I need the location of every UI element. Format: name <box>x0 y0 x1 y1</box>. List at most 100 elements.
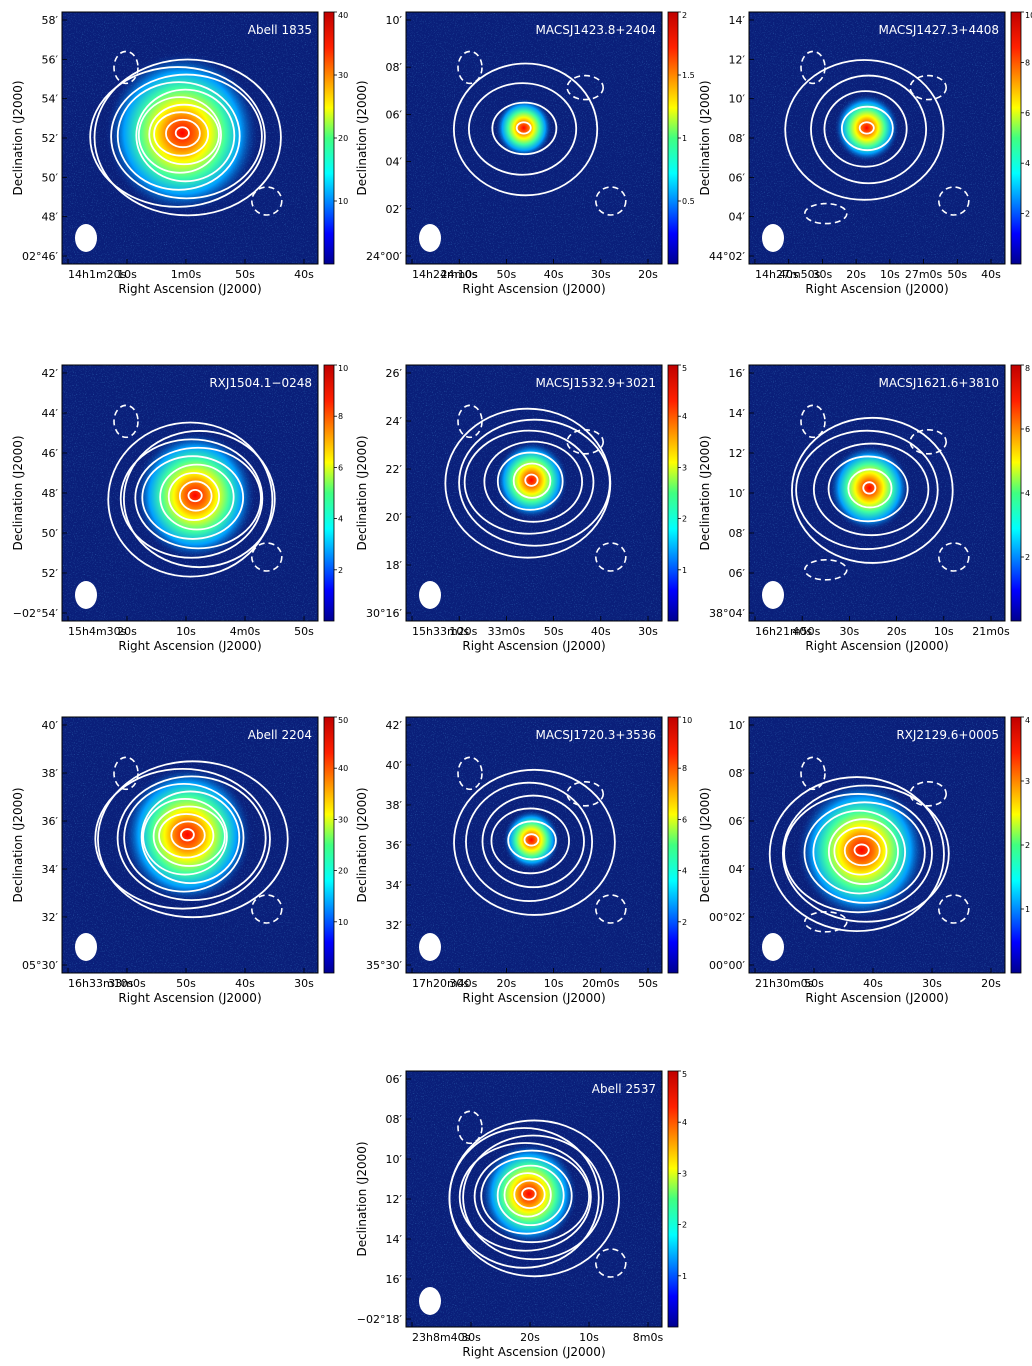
sz-contour <box>158 813 215 859</box>
colorbar-tick-label: 8 <box>1025 364 1030 373</box>
y-tick-label: 08′ <box>386 61 403 74</box>
y-tick-label: 02′ <box>386 203 403 216</box>
sz-contour <box>795 429 939 550</box>
y-tick-label: 16′ <box>729 367 746 380</box>
x-axis-label: Right Ascension (J2000) <box>118 282 261 296</box>
negative-contour <box>800 404 826 439</box>
x-tick-label: 50s <box>176 977 196 990</box>
sz-contour <box>110 73 263 200</box>
beam-ellipse <box>762 224 784 252</box>
negative-contour <box>113 404 139 439</box>
panel-5: MACSJ1532.9+3021 1 2 3 4 5 26′ 24′ 22′ 20′ 18′ 30°1… <box>355 364 687 653</box>
y-tick-label: 14′ <box>729 407 746 420</box>
x-tick-label: 1m0s <box>171 268 202 281</box>
y-tick-label: 26′ <box>386 367 403 380</box>
sz-contour <box>170 820 206 850</box>
y-tick-label: −02°18′ <box>357 1313 403 1326</box>
negative-contour <box>457 50 483 85</box>
x-tick-label: 50s <box>497 268 517 281</box>
negative-contour <box>803 558 848 581</box>
x-tick-label: 40s <box>981 268 1001 281</box>
sz-contour <box>134 446 262 550</box>
colorbar-tick-label: 4 <box>682 412 687 421</box>
x-tick-label: 20s <box>497 977 517 990</box>
cluster-emission <box>479 1141 579 1247</box>
colorbar-tick-label: 1 <box>682 134 687 143</box>
y-tick-label: 12′ <box>729 53 746 66</box>
x-tick-label: 17h20m40s <box>412 977 478 990</box>
colorbar-tick-label: 2 <box>1025 553 1030 562</box>
y-axis-label: Declination (J2000) <box>11 787 25 902</box>
colorbar-tick-label: 40 <box>338 11 348 20</box>
y-tick-label: 08′ <box>729 527 746 540</box>
sz-contour <box>174 126 190 140</box>
y-tick-label: 24′ <box>386 415 403 428</box>
colorbar-tick-label: 2 <box>1025 841 1030 850</box>
beam-ellipse <box>419 1287 441 1315</box>
sz-contour <box>152 805 226 867</box>
panel-frame <box>61 716 319 974</box>
sz-contour <box>116 775 267 902</box>
colorbar-tick-label: 2 <box>682 918 687 927</box>
cluster-name: MACSJ1427.3+4408 <box>879 23 999 37</box>
x-tick-label: 23h8m40s <box>412 1331 471 1344</box>
colorbar <box>323 364 335 622</box>
cluster-name: RXJ1504.1−0248 <box>209 376 312 390</box>
panel-3: MACSJ1427.3+4408 2 4 6 8 10 14′ 12′ 10′ 08′ 06′ 04′… <box>698 11 1032 296</box>
sz-contour <box>781 784 950 923</box>
colorbar-tick-label: 40 <box>338 764 348 773</box>
y-tick-label: 52′ <box>42 567 59 580</box>
y-tick-label: 30°16′ <box>366 607 402 620</box>
negative-contour <box>113 50 139 85</box>
panel-2: MACSJ1423.8+2404 0.5 1 1.5 2 10′ 08′ 06′ 04′ 02′ 2… <box>355 11 695 296</box>
sz-contour <box>467 82 578 176</box>
x-tick-label: 10s <box>544 977 564 990</box>
negative-contour <box>803 202 848 225</box>
x-tick-label: 30s <box>638 625 658 638</box>
x-tick-label: 20s <box>981 977 1001 990</box>
y-tick-label: 00°02′ <box>709 911 745 924</box>
y-axis-label: Declination (J2000) <box>698 435 712 550</box>
sz-contour <box>187 488 203 503</box>
x-tick-label: 30s <box>449 977 469 990</box>
y-tick-label: 06′ <box>729 815 746 828</box>
sz-contour <box>810 74 928 185</box>
negative-contour <box>457 1110 483 1145</box>
negative-contour <box>457 404 483 439</box>
sz-contour <box>496 1164 565 1227</box>
sz-contour <box>94 767 271 910</box>
negative-contour <box>803 910 848 933</box>
y-tick-label: 24°00′ <box>366 250 402 263</box>
sz-contour <box>119 438 264 559</box>
colorbar-tick-label: 10 <box>338 197 348 206</box>
beam-ellipse <box>419 224 441 252</box>
sz-contour <box>465 781 594 902</box>
colorbar-tick-label: 10 <box>338 918 348 927</box>
colorbar-tick-label: 2 <box>1025 210 1030 219</box>
y-tick-label: 06′ <box>386 1073 403 1086</box>
x-tick-label: 20m0s <box>582 977 620 990</box>
sz-contour <box>523 833 540 847</box>
negative-contour <box>250 894 283 924</box>
x-tick-label: 30s <box>591 268 611 281</box>
colorbar-tick-label: 3 <box>1025 777 1030 786</box>
x-tick-label: 15h4m30s <box>68 625 127 638</box>
x-axis-label: Right Ascension (J2000) <box>462 991 605 1005</box>
y-tick-label: 40′ <box>386 759 403 772</box>
x-tick-label: 40s <box>779 268 799 281</box>
y-axis-label: Declination (J2000) <box>355 787 369 902</box>
y-tick-label: 04′ <box>386 156 403 169</box>
x-tick-label: 30s <box>813 268 833 281</box>
sz-contour <box>481 794 585 889</box>
cluster-emission <box>495 97 553 158</box>
sz-contour <box>165 118 201 149</box>
x-tick-label: 40s <box>591 625 611 638</box>
cluster-emission <box>833 93 900 163</box>
x-tick-label: 33m0s <box>108 977 146 990</box>
x-tick-label: 33m0s <box>488 625 526 638</box>
beam-ellipse <box>419 581 441 609</box>
colorbar-tick-label: 5 <box>682 364 687 373</box>
y-axis-label: Declination (J2000) <box>355 1141 369 1256</box>
sz-contour <box>107 421 274 578</box>
panel-10: Abell 2537 1 2 3 4 5 06′ 08′ 10′ 12′ 14′ 16′ −02°18′… <box>355 1070 687 1359</box>
